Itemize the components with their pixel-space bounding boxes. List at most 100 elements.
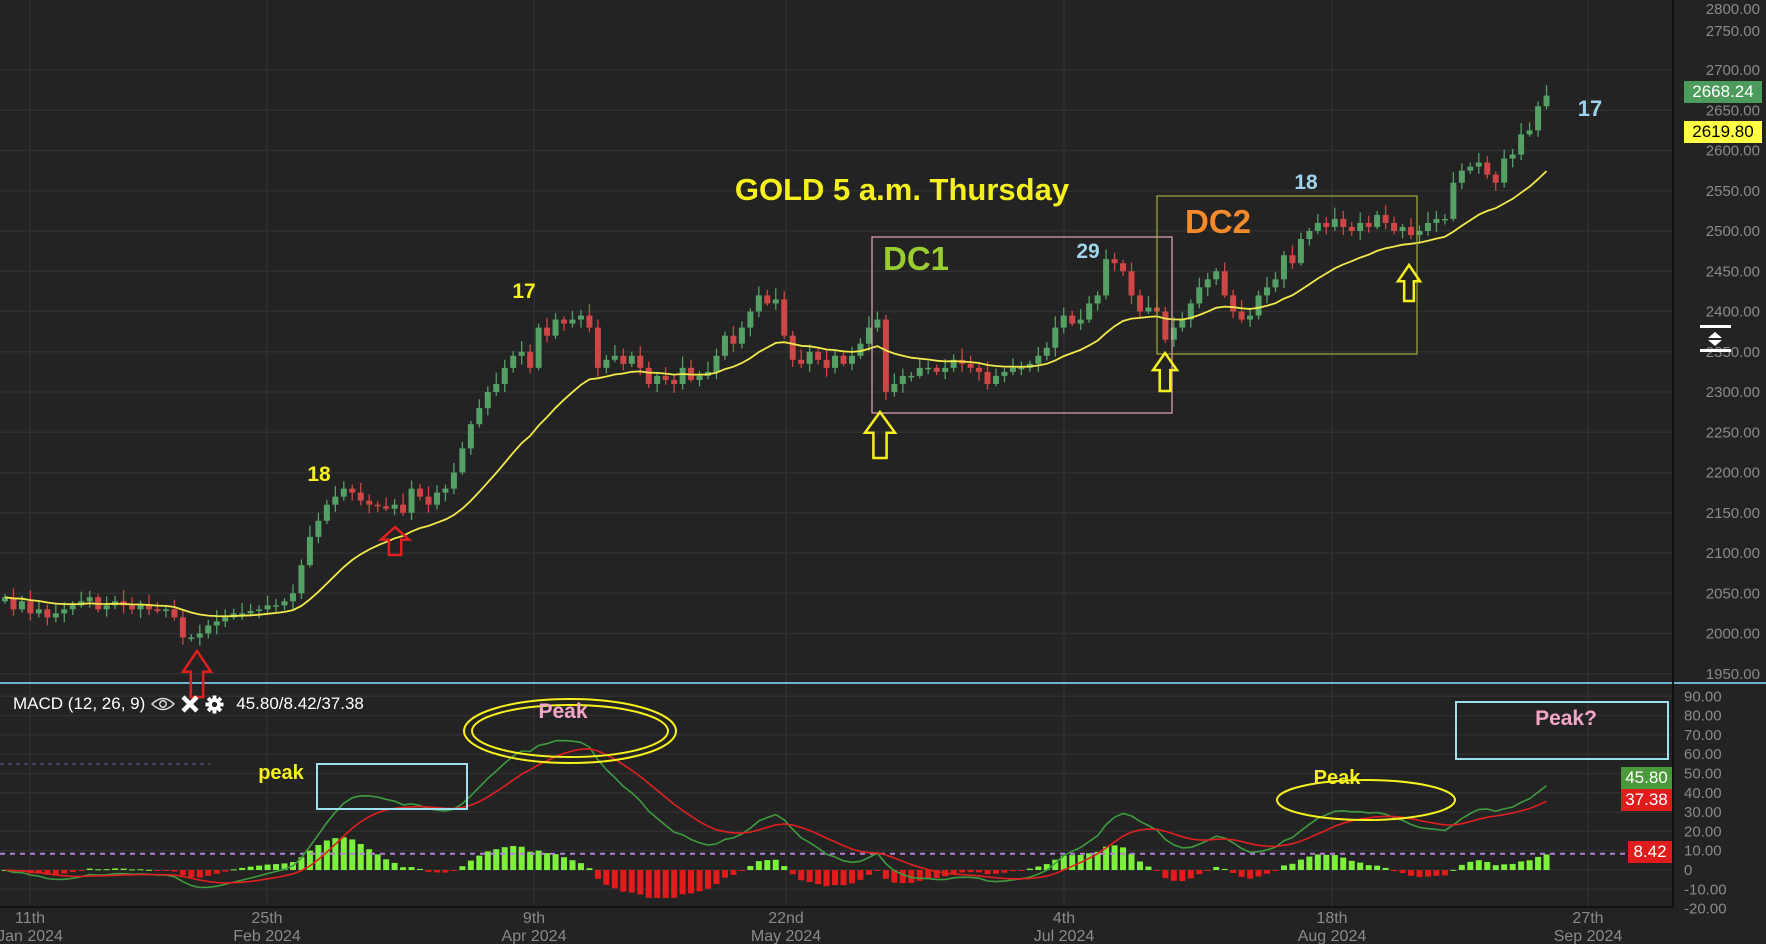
- price-tick-label: 2800.00: [1706, 1, 1760, 18]
- candle: [1103, 249, 1110, 300]
- histogram-bar: [755, 861, 762, 870]
- histogram-bar: [950, 870, 957, 874]
- candle: [349, 484, 356, 501]
- candle: [332, 486, 339, 512]
- candle: [1272, 272, 1279, 293]
- candle-body: [1255, 295, 1262, 316]
- price-axis[interactable]: 2800.00 2750.00 2700.00 2650.00 2600.00 2550.…: [1706, 1, 1760, 683]
- gear-icon[interactable]: [205, 694, 224, 714]
- histogram-bar: [145, 869, 152, 871]
- candle-body: [772, 299, 779, 304]
- candle: [205, 619, 212, 639]
- histogram-bar: [179, 870, 186, 876]
- candle: [86, 590, 93, 608]
- yellow-up-arrow-icon: [1395, 262, 1423, 303]
- macd-axis[interactable]: 90.00 80.00 70.00 60.00 50.00 40.00 30.00 20.00…: [1684, 688, 1727, 917]
- histogram-bar: [679, 870, 686, 895]
- candle: [1111, 252, 1118, 272]
- histogram-bar: [815, 870, 822, 885]
- candle-body: [1484, 162, 1491, 175]
- candle-body: [950, 359, 957, 368]
- histogram-bar: [1509, 863, 1516, 870]
- histogram-bar: [493, 849, 500, 870]
- candle: [433, 485, 440, 510]
- candle: [1187, 299, 1194, 328]
- histogram-bar: [738, 870, 745, 871]
- candle-body: [984, 371, 991, 384]
- moving-average-badge: 2619.80: [1684, 121, 1762, 143]
- macd-peak-ellipse-outer: [463, 698, 677, 764]
- candle: [417, 483, 424, 501]
- histogram-bar: [992, 870, 999, 874]
- candle: [671, 374, 678, 393]
- dc1-box: [871, 236, 1173, 414]
- candle: [730, 325, 737, 352]
- candle-body: [171, 609, 178, 618]
- histogram-bar: [865, 870, 872, 875]
- histogram-bar: [688, 870, 695, 894]
- histogram-bar: [264, 864, 271, 870]
- candle: [1230, 289, 1237, 318]
- histogram-bar: [374, 854, 381, 870]
- candle-body: [1475, 162, 1482, 167]
- histogram-bar: [645, 870, 652, 898]
- candle: [1204, 272, 1211, 297]
- histogram-bar: [154, 870, 161, 871]
- histogram-bar: [747, 866, 754, 870]
- candle: [908, 371, 915, 382]
- histogram-bar: [1264, 870, 1271, 874]
- candle: [400, 493, 407, 516]
- candle: [154, 602, 161, 614]
- histogram-bar: [425, 870, 432, 872]
- candle: [501, 359, 508, 392]
- candle-body: [569, 319, 576, 324]
- close-icon[interactable]: [181, 695, 199, 713]
- candle-body: [992, 375, 999, 384]
- date-label-day: 11th: [15, 910, 45, 927]
- histogram-bar: [222, 870, 229, 872]
- histogram-bar: [450, 870, 457, 871]
- candle-body: [1340, 218, 1347, 227]
- candle: [738, 321, 745, 349]
- candle: [256, 605, 263, 619]
- date-label-day: 18th: [1316, 910, 1347, 927]
- candle: [239, 602, 246, 620]
- histogram-bar: [671, 870, 678, 898]
- candle: [535, 323, 542, 371]
- candle-body: [298, 565, 305, 594]
- candle-body: [1433, 218, 1440, 223]
- candle-body: [1543, 95, 1550, 107]
- candle: [1196, 277, 1203, 309]
- scale-handle-icon[interactable]: [1700, 325, 1731, 352]
- histogram-bar: [637, 870, 644, 895]
- candle-body: [535, 327, 542, 368]
- histogram-bar: [459, 866, 466, 870]
- candle-body: [289, 593, 296, 602]
- candle: [815, 347, 822, 365]
- candle: [2, 594, 8, 604]
- histogram-bar: [196, 870, 203, 878]
- histogram-bar: [433, 870, 440, 873]
- candle-body: [1128, 271, 1135, 296]
- candle-body: [44, 609, 51, 618]
- macd-tick-label: -20.00: [1684, 901, 1727, 918]
- histogram-bar: [95, 869, 102, 871]
- macd-peak-question-box: [1455, 701, 1669, 760]
- candle: [1162, 306, 1169, 343]
- candle: [1280, 251, 1287, 289]
- histogram-bar: [1213, 866, 1220, 870]
- histogram-bar: [1323, 854, 1330, 870]
- candle: [1433, 210, 1440, 232]
- histogram-bar: [306, 850, 313, 870]
- eye-icon[interactable]: [151, 696, 176, 712]
- candle-body: [874, 319, 881, 328]
- candle: [984, 361, 991, 390]
- candle-body: [69, 605, 76, 610]
- candle-body: [654, 375, 661, 384]
- price-tick-label: 2700.00: [1706, 62, 1760, 79]
- candle: [222, 609, 229, 628]
- candle-body: [747, 311, 754, 328]
- histogram-bar: [1001, 870, 1008, 873]
